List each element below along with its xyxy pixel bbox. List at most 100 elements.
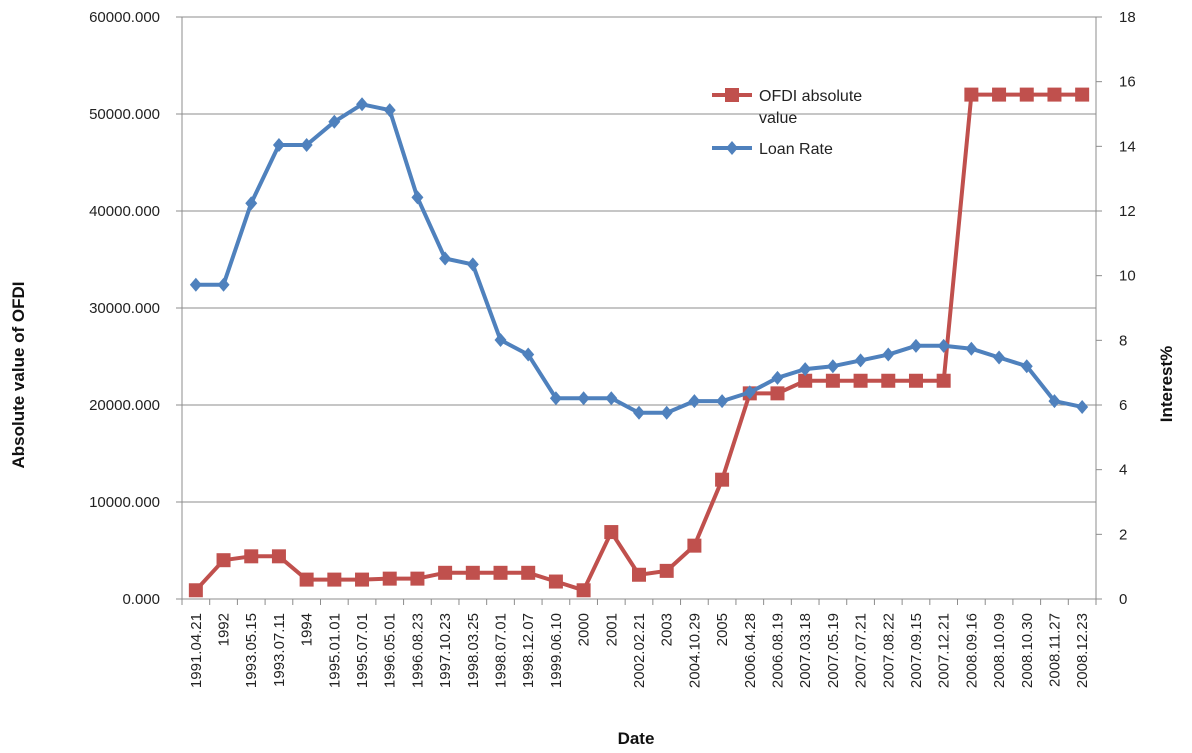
data-point [882, 347, 895, 362]
data-point [494, 333, 507, 348]
x-tick-label: 1993.07.11 [271, 613, 288, 687]
x-tick-label: 2007.09.15 [908, 613, 925, 688]
x-tick-label: 1999.06.10 [548, 613, 565, 688]
x-tick-label: 2008.09.16 [963, 613, 980, 688]
x-tick-label: 2007.05.19 [825, 613, 842, 688]
data-point [715, 472, 730, 487]
y-right-tick-label: 14 [1119, 138, 1136, 155]
y-left-tick-label: 10000.000 [89, 494, 160, 511]
data-point [632, 567, 646, 582]
data-point [964, 87, 979, 102]
data-point [245, 196, 258, 211]
x-tick-label: 1995.01.01 [326, 613, 343, 688]
data-point [799, 362, 812, 377]
data-point [355, 572, 370, 587]
series-line [194, 92, 1083, 593]
data-point [548, 574, 563, 589]
x-tick-label: 2007.07.21 [853, 613, 870, 688]
data-point [327, 572, 342, 587]
data-point [576, 583, 591, 598]
y-right-tick-label: 4 [1119, 462, 1127, 479]
legend-marker-ofdi [725, 88, 739, 102]
x-tick-label: 1998.03.25 [465, 613, 482, 688]
y-axis-right-title: Interest% [1157, 346, 1176, 423]
data-point [1020, 359, 1033, 374]
data-point [244, 549, 259, 564]
data-point [853, 373, 868, 388]
series-group [188, 87, 1090, 598]
data-point [522, 347, 535, 362]
data-point [1019, 87, 1034, 102]
data-point [798, 373, 813, 388]
data-point [770, 386, 785, 401]
data-point [465, 565, 480, 580]
data-point [909, 338, 922, 353]
x-tick-label: 1997.10.23 [437, 613, 454, 688]
x-tick-label: 2008.10.09 [991, 613, 1008, 688]
y-right-tick-label: 0 [1119, 591, 1127, 608]
data-point [908, 373, 923, 388]
x-tick-label: 1994 [299, 613, 316, 646]
data-point [410, 571, 425, 586]
y-right-tick-label: 18 [1119, 9, 1136, 26]
y-right-tick-label: 2 [1119, 526, 1127, 543]
series-loan-rate [189, 97, 1089, 420]
x-tick-label: 1993.05.15 [243, 613, 260, 688]
data-point [328, 114, 341, 129]
data-point [825, 373, 840, 388]
data-point [299, 572, 314, 587]
x-tick-label: 2005 [714, 613, 731, 646]
data-point [633, 405, 645, 420]
x-tick-label: 2007.08.22 [880, 613, 897, 688]
legend: OFDI absolute value Loan Rate [712, 88, 862, 158]
data-point [438, 565, 453, 580]
data-point [493, 565, 508, 580]
data-point [605, 391, 618, 406]
series-ofdi [188, 87, 1090, 598]
x-tick-label: 2007.03.18 [797, 613, 814, 688]
y-left-tick-label: 30000.000 [89, 300, 160, 317]
data-point [1047, 87, 1062, 102]
x-tick-label: 1995.07.01 [354, 613, 371, 688]
data-point [992, 87, 1007, 102]
y-right-tick-label: 12 [1119, 203, 1136, 220]
data-point [1076, 399, 1089, 414]
data-point [743, 385, 756, 400]
data-point [549, 391, 562, 406]
x-tick-label: 1996.08.23 [409, 613, 426, 688]
y-axis-left-title: Absolute value of OFDI [9, 281, 28, 468]
data-point [687, 538, 702, 553]
y-left-tick-label: 40000.000 [89, 203, 160, 220]
data-point [965, 341, 978, 356]
data-point [716, 394, 729, 409]
x-tick-label: 2008.11.27 [1046, 613, 1063, 687]
x-tick-label: 2008.10.30 [1019, 613, 1036, 688]
data-point [411, 190, 424, 205]
y-right-tick-label: 8 [1119, 332, 1127, 349]
series-line [195, 102, 1083, 415]
x-axis-title: Date [618, 729, 655, 748]
data-point [936, 373, 951, 388]
data-point [439, 251, 452, 266]
y-right-tick-label: 10 [1119, 268, 1136, 285]
data-point [577, 391, 590, 406]
x-tick-label: 2000 [576, 613, 593, 646]
x-tick-label: 1996.05.01 [382, 613, 399, 688]
y-left-tick-label: 20000.000 [89, 397, 160, 414]
data-point [189, 277, 202, 292]
x-tick-label: 1991.04.21 [188, 613, 205, 688]
data-point [521, 565, 536, 580]
x-axis-ticks: 1991.04.21 1992 1993.05.15 1993.07.11 1994 19… [181, 599, 1097, 688]
data-point [271, 549, 286, 564]
data-point [188, 583, 203, 598]
right-axis-ticks: 0 2 4 6 8 10 12 14 16 18 [1096, 9, 1136, 608]
data-point [937, 338, 950, 353]
y-left-tick-label: 50000.000 [89, 106, 160, 123]
data-point [688, 394, 701, 409]
data-point [660, 405, 673, 420]
data-point [659, 563, 674, 578]
x-tick-label: 2004.10.29 [686, 613, 703, 688]
left-axis-ticks: 0.000 10000.000 20000.000 30000.000 40000.00… [89, 9, 182, 608]
